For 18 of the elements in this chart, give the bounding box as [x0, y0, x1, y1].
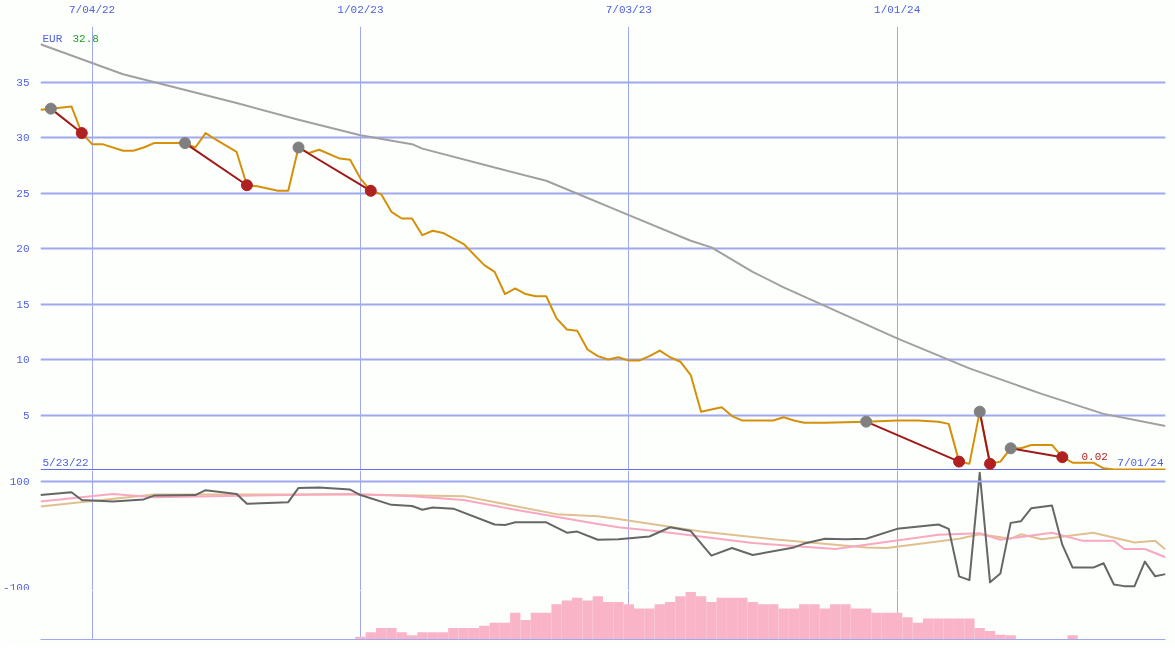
annotation: 5/23/22 — [42, 456, 89, 469]
y-tick-label: 35 — [16, 76, 30, 89]
annotation: 32.8 — [72, 33, 99, 45]
y-tick-label: 10 — [16, 354, 30, 366]
annotation: 7/01/24 — [1117, 456, 1164, 469]
y-tick-label: 25 — [16, 187, 30, 200]
x-tick-label: 1/02/23 — [337, 3, 384, 16]
x-tick-label: 7/04/22 — [69, 3, 116, 16]
y-tick-label: 100 — [9, 475, 30, 488]
y-tick-label: -100 — [3, 581, 30, 594]
y-tick-label: 20 — [16, 243, 30, 255]
y-tick-label: 30 — [16, 132, 30, 144]
y-tick-label: 5 — [22, 409, 30, 422]
y-tick-label: 15 — [16, 298, 30, 311]
x-tick-label: 1/01/24 — [874, 3, 921, 16]
x-tick-label: 7/03/23 — [605, 3, 652, 16]
annotation: EUR — [42, 32, 63, 45]
annotation: 0.02 — [1081, 451, 1108, 464]
